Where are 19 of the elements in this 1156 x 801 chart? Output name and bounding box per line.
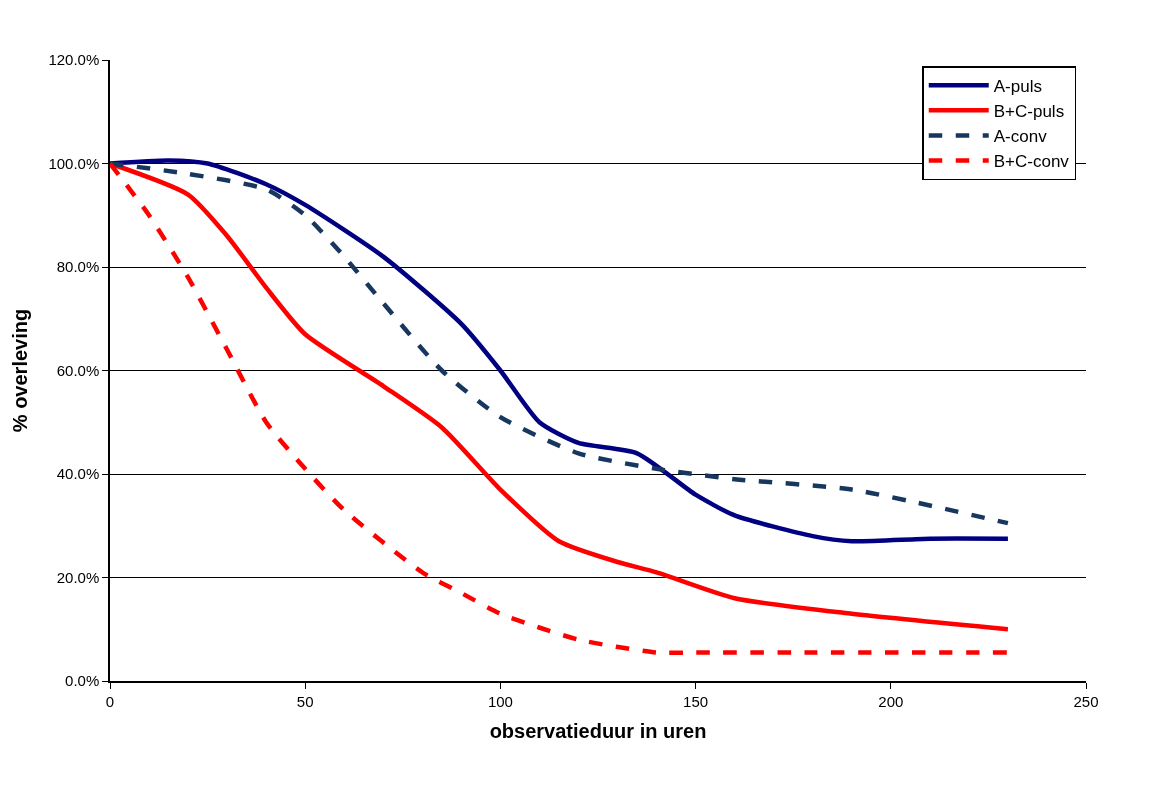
y-tick-label: 80.0% <box>56 258 100 276</box>
legend-label: B+C-puls <box>993 101 1065 121</box>
x-axis-title: observatieduur in uren <box>489 719 707 742</box>
y-tick-label: 120.0% <box>48 51 100 69</box>
y-tick-label: 60.0% <box>56 361 100 379</box>
x-tick-label: 150 <box>683 692 709 710</box>
y-tick-label: 100.0% <box>48 154 100 172</box>
legend-label: A-puls <box>993 76 1042 96</box>
y-tick-label: 20.0% <box>56 568 100 586</box>
legend-label: A-conv <box>993 127 1048 147</box>
y-tick-label: 40.0% <box>56 465 100 483</box>
x-tick-label: 50 <box>296 692 314 710</box>
legend-label: B+C-conv <box>993 152 1070 172</box>
x-tick-label: 250 <box>1073 692 1099 710</box>
x-tick-label: 0 <box>105 692 115 710</box>
x-tick-label: 100 <box>487 692 513 710</box>
y-axis-title: % overleving <box>9 308 32 433</box>
y-tick-label: 0.0% <box>65 672 100 690</box>
x-tick-label: 200 <box>878 692 904 710</box>
